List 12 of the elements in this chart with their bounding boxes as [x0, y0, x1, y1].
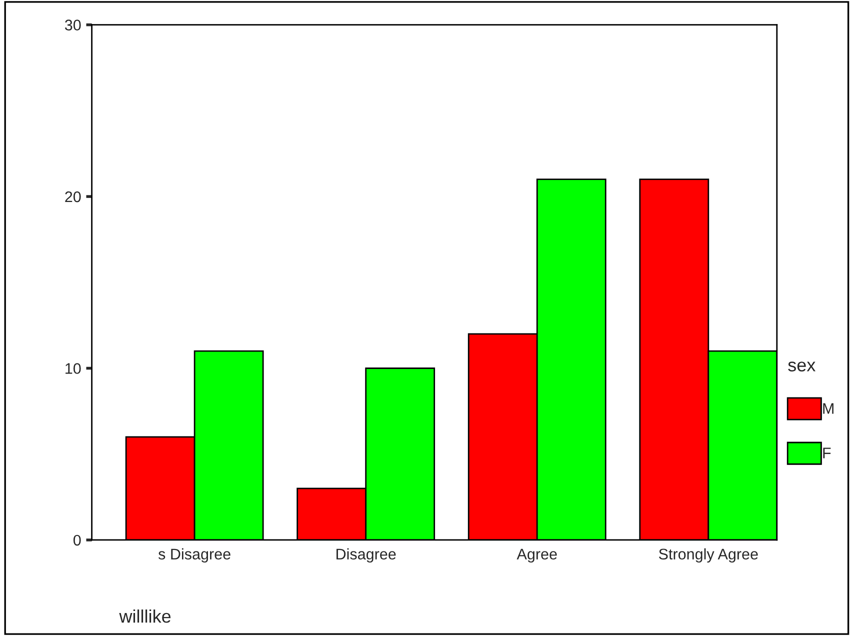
x-tick-label: s Disagree: [158, 548, 230, 563]
y-tick-label: 30: [64, 20, 81, 30]
x-tick-label: Strongly Agree: [658, 548, 758, 563]
y-tick-label: 10: [66, 363, 81, 374]
y-tick-label: 20: [65, 191, 81, 202]
x-tick-label: Agree: [516, 548, 557, 563]
legend-title: sex: [788, 362, 816, 372]
x-tick-label: Disagree: [336, 548, 396, 563]
x-axis-title: willlike: [119, 610, 171, 623]
legend-label: F: [823, 448, 831, 458]
y-tick-label: 0: [73, 534, 81, 546]
legend-label: M: [823, 403, 834, 414]
